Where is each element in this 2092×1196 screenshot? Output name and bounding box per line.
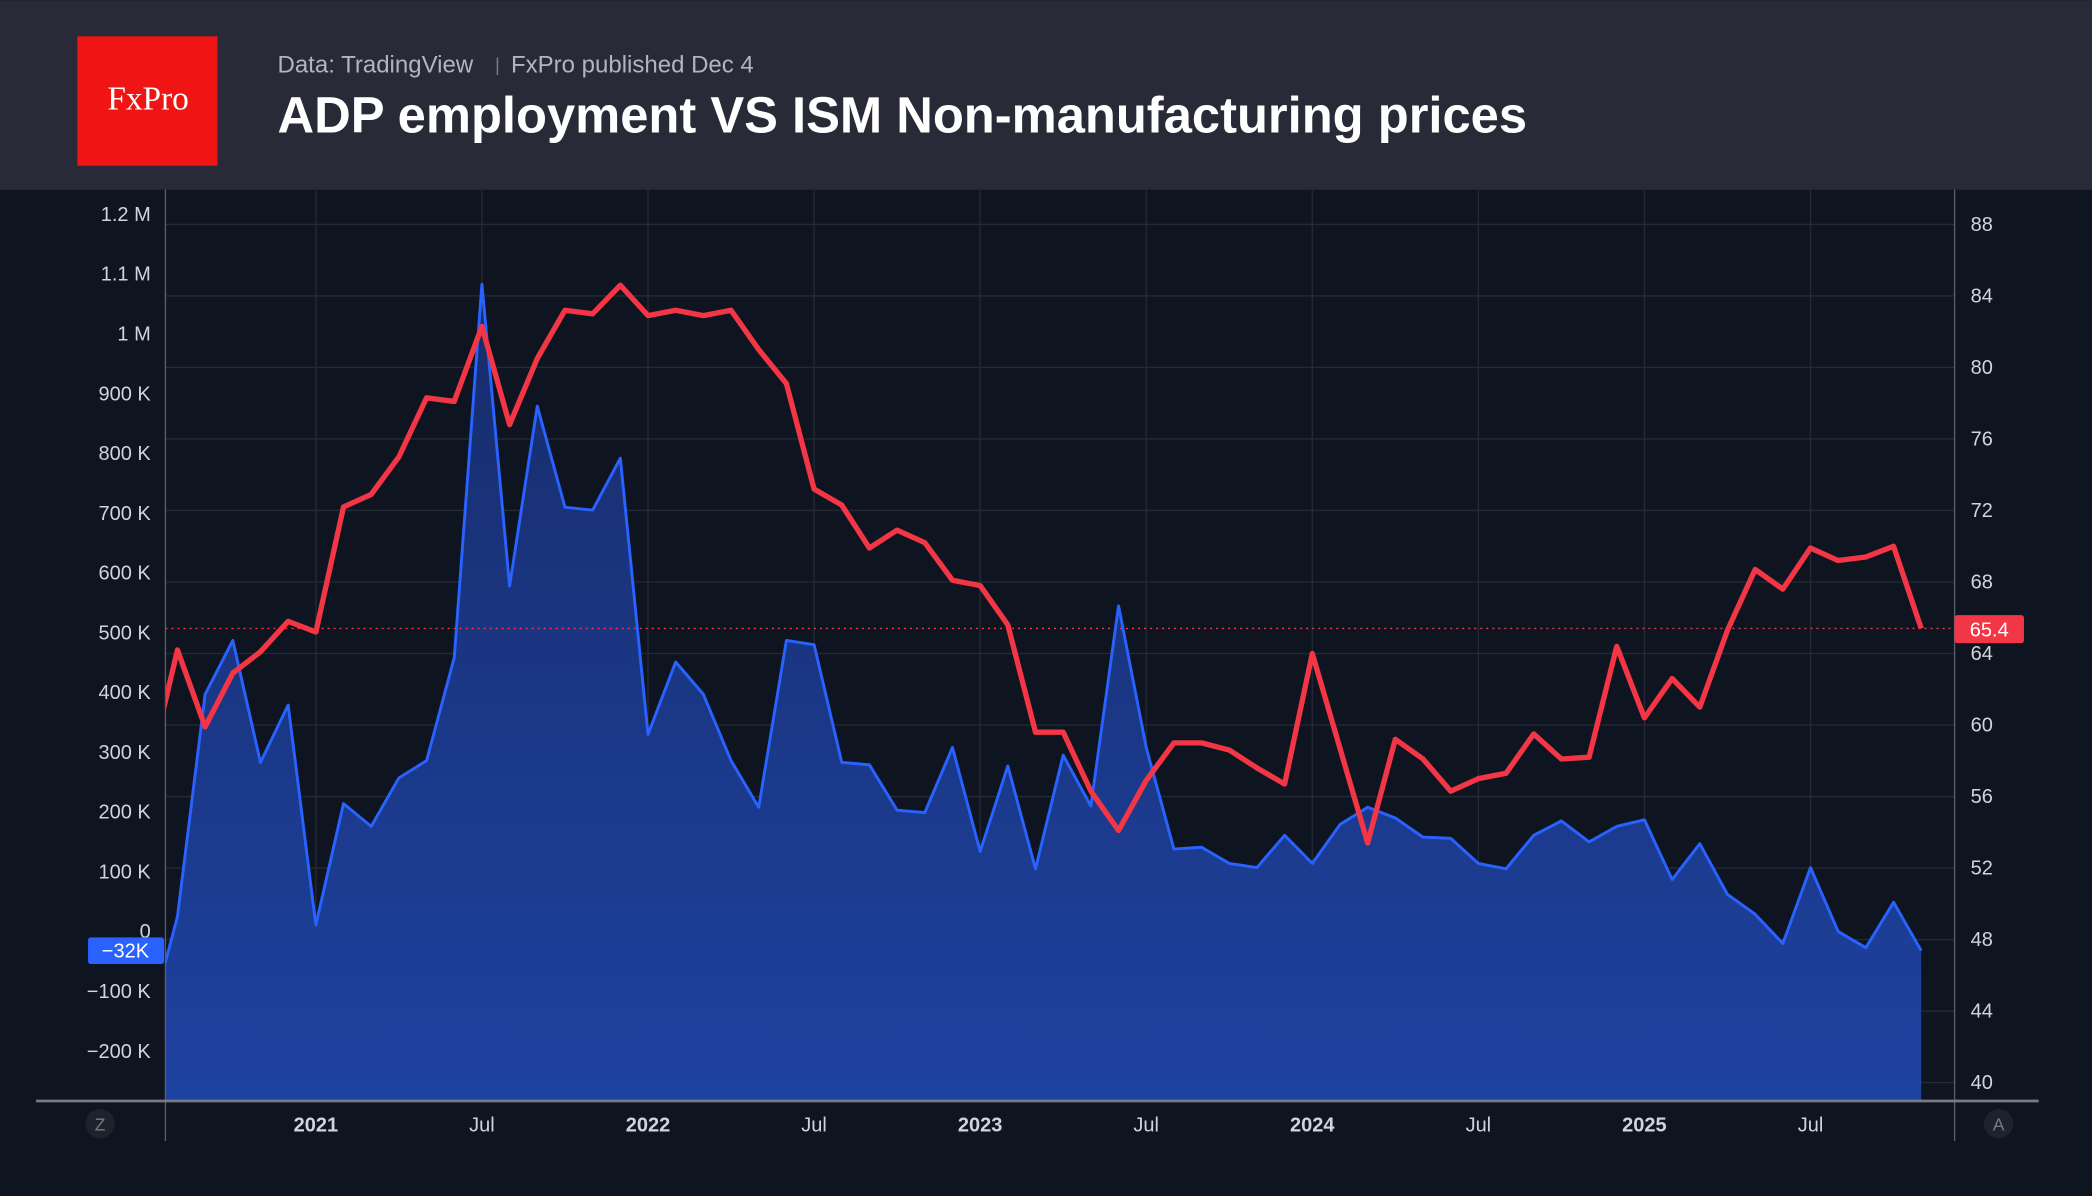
left-axis-tick: −100 K <box>87 981 152 1003</box>
right-axis-tick: 72 <box>1971 500 1993 522</box>
header: FxPro Data: TradingView | FxPro publishe… <box>0 0 2092 190</box>
right-axis-tick: 48 <box>1971 929 1993 951</box>
reset-zoom-button[interactable]: Z <box>85 1108 115 1139</box>
left-axis-tick: 400 K <box>98 682 151 704</box>
right-axis-tick: 68 <box>1971 572 1993 594</box>
fxpro-logo: FxPro <box>77 36 218 166</box>
right-axis-tick: 44 <box>1971 1001 1993 1023</box>
right-axis-tick: 84 <box>1971 286 1993 308</box>
right-axis-tick: 52 <box>1971 858 1993 880</box>
left-axis-tick: 100 K <box>98 861 151 883</box>
left-axis-tick: 800 K <box>98 443 151 465</box>
left-axis-tick: 700 K <box>98 503 151 525</box>
chart-title: ADP employment VS ISM Non-manufacturing … <box>278 86 1528 143</box>
time-axis-tick: 2022 <box>626 1115 671 1137</box>
ism-last-value: 65.4 <box>1970 619 2009 641</box>
left-axis-tick: −200 K <box>87 1041 152 1063</box>
left-axis-tick: 1.1 M <box>101 264 151 286</box>
left-axis-tick: 1 M <box>117 324 150 346</box>
left-axis-tick: 200 K <box>98 802 151 824</box>
published-date: FxPro published Dec 4 <box>511 51 754 78</box>
right-axis-tick: 60 <box>1971 715 1993 737</box>
time-axis-tick: Jul <box>801 1115 827 1137</box>
left-axis-tick: 0 <box>140 921 151 943</box>
left-axis-tick: 900 K <box>98 383 151 405</box>
left-axis-tick: 300 K <box>98 742 151 764</box>
reset-zoom-label: Z <box>95 1114 106 1134</box>
right-axis-tick: 76 <box>1971 429 1993 451</box>
ism-last-value-badge <box>1954 615 2024 644</box>
logo-text: FxPro <box>107 81 189 118</box>
left-axis-tick: 500 K <box>98 622 151 644</box>
right-axis-tick: 40 <box>1971 1072 1993 1094</box>
auto-scale-label: A <box>1993 1114 2005 1134</box>
adp-last-value: −32K <box>102 940 150 962</box>
time-axis-tick: Jul <box>469 1115 495 1137</box>
time-axis-tick: Jul <box>1798 1115 1824 1137</box>
left-axis-tick: 600 K <box>98 563 151 585</box>
data-source: Data: TradingView <box>278 51 474 78</box>
auto-scale-button[interactable]: A <box>1983 1108 2014 1139</box>
time-axis-tick: Jul <box>1466 1115 1492 1137</box>
left-axis-tick: 1.2 M <box>101 204 151 226</box>
adp-last-value-badge <box>88 937 165 965</box>
right-axis-tick: 64 <box>1971 643 1993 665</box>
time-axis-tick: 2025 <box>1622 1115 1667 1137</box>
separator: | <box>495 54 500 75</box>
time-axis-tick: 2023 <box>958 1115 1002 1137</box>
right-axis-tick: 56 <box>1971 786 1993 808</box>
right-axis-tick: 88 <box>1971 214 1993 236</box>
time-axis-tick: 2024 <box>1290 1115 1335 1137</box>
time-axis-tick: Jul <box>1133 1115 1159 1137</box>
time-axis-tick: 2021 <box>294 1115 339 1137</box>
right-axis-tick: 80 <box>1971 357 1993 379</box>
